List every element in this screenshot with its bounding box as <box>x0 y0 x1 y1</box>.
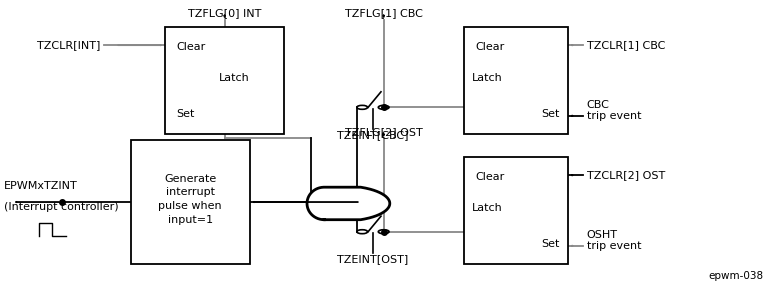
Circle shape <box>356 230 367 234</box>
Text: TZFLG[1] CBC: TZFLG[1] CBC <box>345 8 422 18</box>
Text: Set: Set <box>542 239 560 249</box>
Text: EPWMxTZINT: EPWMxTZINT <box>4 181 78 191</box>
Bar <box>165 27 284 134</box>
Text: interrupt: interrupt <box>166 187 215 197</box>
Text: Generate: Generate <box>164 174 216 184</box>
Text: Clear: Clear <box>476 172 505 182</box>
Text: Latch: Latch <box>472 73 502 83</box>
Circle shape <box>356 105 367 109</box>
Text: pulse when: pulse when <box>158 201 222 211</box>
Text: Set: Set <box>542 109 560 119</box>
Bar <box>464 157 567 264</box>
Text: OSHT: OSHT <box>587 230 618 239</box>
Bar <box>131 140 250 264</box>
Text: TZCLR[1] CBC: TZCLR[1] CBC <box>587 40 665 50</box>
Text: input=1: input=1 <box>167 215 212 226</box>
Text: trip event: trip event <box>587 241 642 251</box>
Bar <box>464 27 567 134</box>
Text: TZEINT[OST]: TZEINT[OST] <box>337 254 408 264</box>
Text: TZFLG[0] INT: TZFLG[0] INT <box>188 8 261 18</box>
Text: Set: Set <box>177 109 195 119</box>
Text: trip event: trip event <box>587 111 642 121</box>
Text: CBC: CBC <box>587 100 610 109</box>
Text: epwm-038: epwm-038 <box>708 271 763 281</box>
Text: TZCLR[2] OST: TZCLR[2] OST <box>587 170 665 180</box>
Circle shape <box>378 230 389 234</box>
Circle shape <box>378 105 389 109</box>
Text: Clear: Clear <box>177 42 206 52</box>
Text: TZEINT[CBC]: TZEINT[CBC] <box>337 130 408 140</box>
Text: TZCLR[INT]: TZCLR[INT] <box>36 40 100 50</box>
Text: Latch: Latch <box>219 73 250 83</box>
Text: (Interrupt controller): (Interrupt controller) <box>4 202 119 212</box>
Text: TZFLG[2] OST: TZFLG[2] OST <box>345 127 422 137</box>
Polygon shape <box>307 187 390 220</box>
Text: Latch: Latch <box>472 203 502 213</box>
Text: Clear: Clear <box>476 42 505 52</box>
